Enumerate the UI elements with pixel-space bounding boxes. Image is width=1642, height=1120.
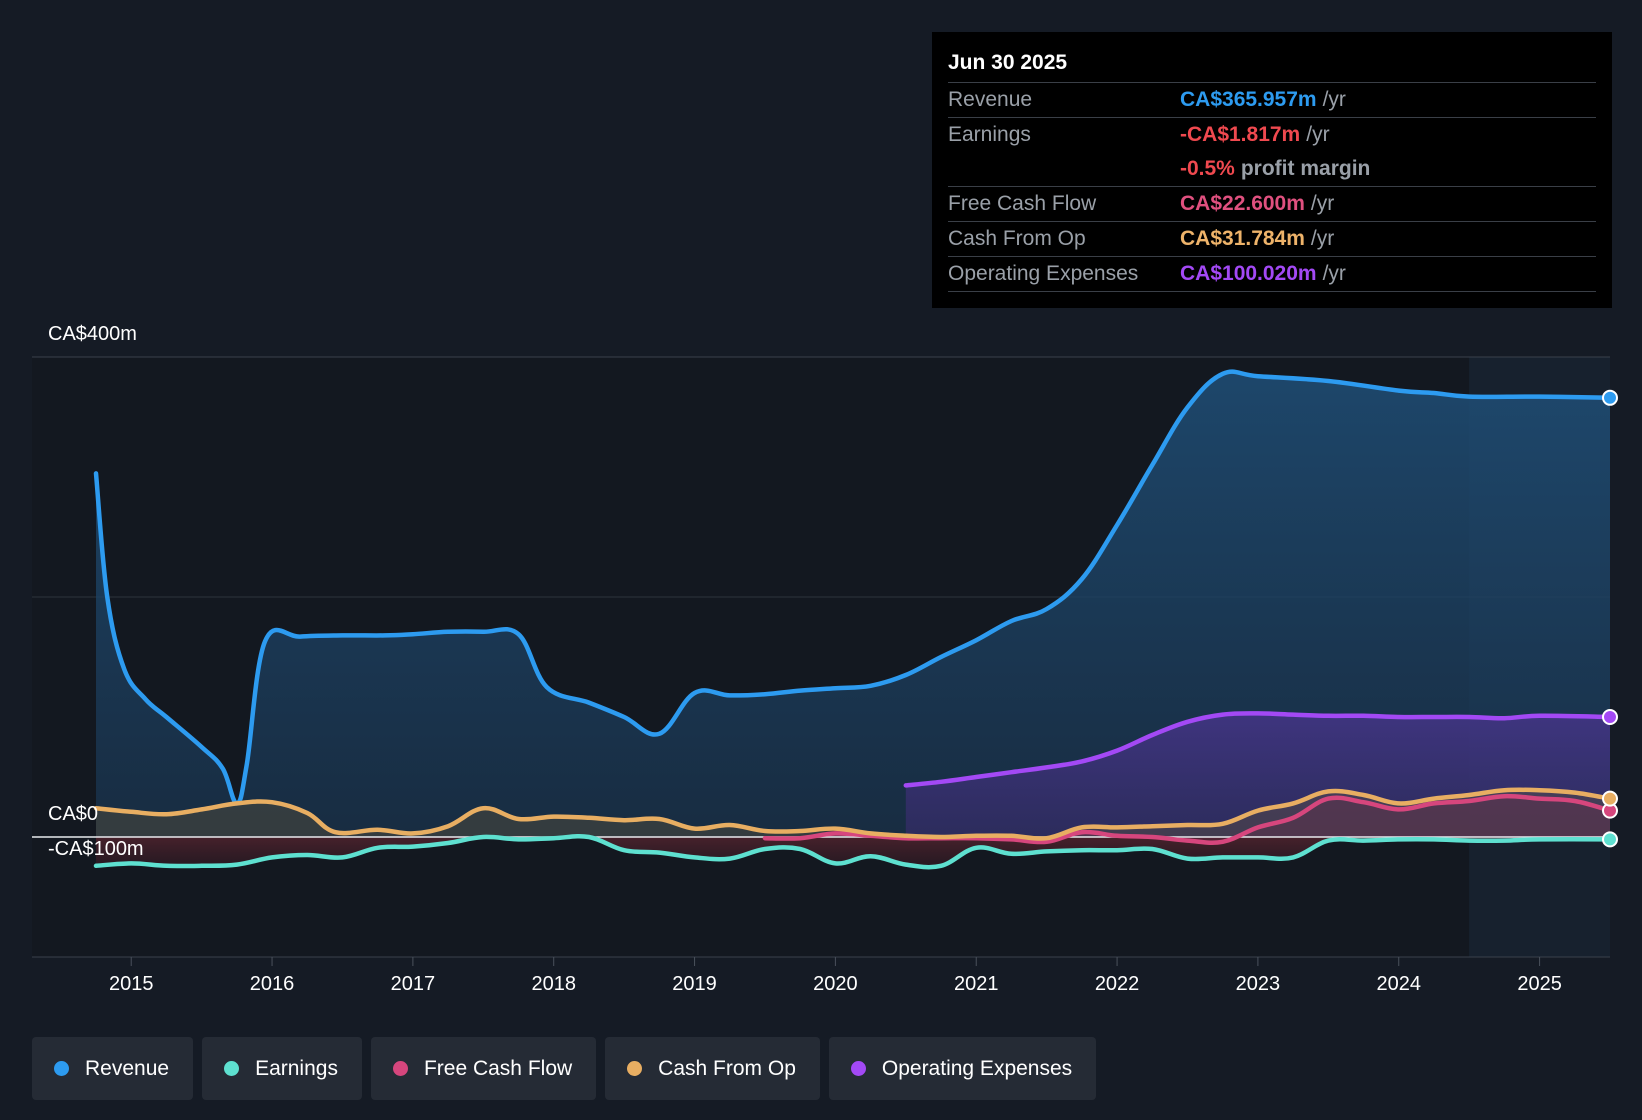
operating-expenses-line [903,711,1613,788]
legend-label: Cash From Op [658,1056,796,1080]
cash-from-op-area [96,789,1610,839]
legend-item-free-cash-flow[interactable]: Free Cash Flow [370,1037,597,1100]
tooltip-row-margin: -0.5% profit margin [948,152,1596,187]
earnings-line [93,833,1613,870]
legend-item-earnings[interactable]: Earnings [202,1037,362,1100]
x-tick-label: 2017 [391,973,436,995]
free-cash-flow-area [764,796,1610,843]
tooltip-value: CA$31.784m [1180,227,1305,250]
x-tick-label: 2015 [109,973,154,995]
tooltip-unit: /yr [1322,88,1346,111]
x-tick-label: 2021 [954,973,999,995]
tooltip-value: -0.5% [1180,157,1235,180]
tooltip-label: Earnings [948,123,1031,146]
tooltip-unit: profit margin [1240,157,1371,180]
legend-dot-icon [392,1061,408,1076]
revenue-end-marker [1602,389,1618,406]
legend-label: Free Cash Flow [423,1056,573,1080]
earnings-area [96,836,1610,868]
tooltip-label: Operating Expenses [948,262,1139,285]
x-tick-label: 2022 [1095,973,1140,995]
cash-from-op-line [93,787,1613,841]
x-tick-label: 2016 [250,973,295,995]
tooltip-row-opex: Operating Expenses CA$100.020m /yr [948,257,1596,292]
tooltip-row-revenue: Revenue CA$365.957m /yr [948,83,1596,118]
opex-area [905,713,1610,837]
legend-item-cash-from-op[interactable]: Cash From Op [605,1037,820,1100]
operating-expenses-end-marker [1602,709,1618,725]
free-cash-flow-line [762,793,1613,845]
y-axis-label: CA$0 [48,803,98,825]
legend-dot-icon [54,1061,69,1076]
legend-item-revenue[interactable]: Revenue [32,1037,194,1100]
x-tick-label: 2023 [1236,973,1281,995]
tooltip-value: CA$22.600m [1180,192,1305,215]
x-tick-label: 2018 [531,973,576,995]
tooltip-unit: /yr [1310,192,1335,215]
tooltip-row-earnings: Earnings -CA$1.817m /yr [948,118,1596,152]
x-tick-label: 2020 [813,973,858,995]
y-axis-label: CA$400m [48,323,137,345]
tooltip-panel: Jun 30 2025 Revenue CA$365.957m /yr Earn… [932,32,1612,308]
legend-item-operating-expenses[interactable]: Operating Expenses [828,1037,1097,1100]
legend-dot-icon [224,1061,240,1076]
y-axis-label: -CA$100m [48,838,144,860]
tooltip-value: CA$365.957m [1180,88,1317,111]
legend-label: Operating Expenses [881,1056,1073,1080]
tooltip-label: Free Cash Flow [948,192,1097,215]
tooltip-label: Cash From Op [948,227,1086,250]
tooltip-row-cfo: Cash From Op CA$31.784m /yr [948,222,1596,257]
tooltip-date: Jun 30 2025 [948,46,1596,83]
legend-dot-icon [627,1061,643,1076]
x-tick-label: 2019 [672,973,717,995]
earnings-end-marker [1602,831,1618,848]
tooltip-row-fcf: Free Cash Flow CA$22.600m /yr [948,187,1596,222]
tooltip-label: Revenue [948,88,1033,111]
tooltip-value: CA$100.020m [1180,262,1317,285]
tooltip-unit: /yr [1310,227,1335,250]
x-tick-label: 2024 [1376,973,1421,995]
legend-label: Earnings [255,1056,338,1080]
tooltip-label [948,152,1180,186]
tooltip-value: -CA$1.817m [1180,123,1301,146]
legend-label: Revenue [85,1056,170,1080]
cash-from-op-end-marker [1602,790,1618,807]
tooltip-unit: /yr [1306,123,1330,146]
legend-dot-icon [850,1061,866,1076]
x-tick-label: 2025 [1517,973,1562,995]
legend: Revenue Earnings Free Cash Flow Cash Fro… [32,1037,1097,1100]
tooltip-unit: /yr [1322,262,1346,285]
